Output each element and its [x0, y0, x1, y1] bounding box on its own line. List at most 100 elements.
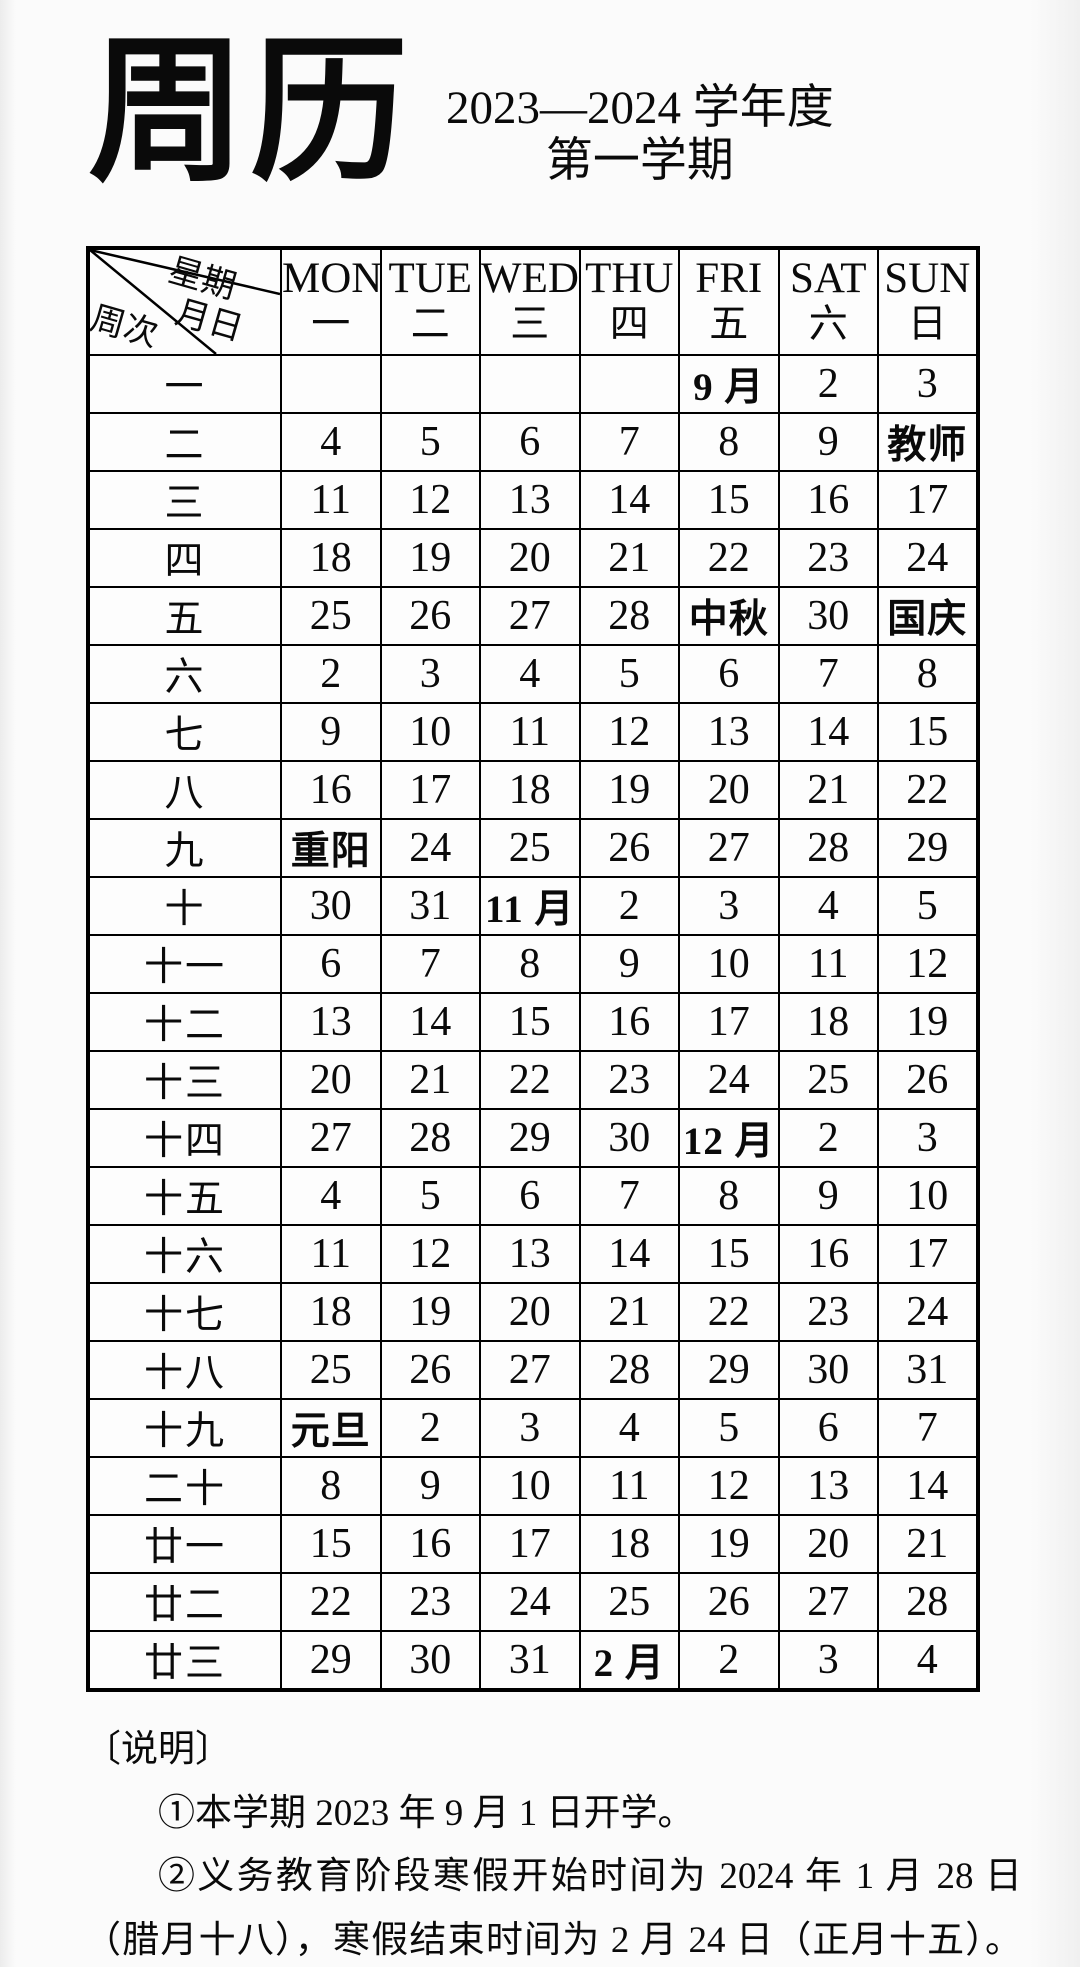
week-number-label: 六: [87, 644, 282, 704]
calendar-day-cell: [479, 354, 581, 414]
calendar-day-cell: 23: [777, 1282, 879, 1342]
calendar-day-cell: 5: [578, 644, 680, 704]
calendar-day-cell: 30: [280, 876, 382, 936]
calendar-week-row: 九重阳 24 25 26 27 28 29: [87, 818, 979, 878]
calendar-week-row: 十二 13 14 15 16 17 18 19: [87, 992, 979, 1052]
week-number-label: 十三: [87, 1050, 282, 1110]
semester-label: 第一学期: [545, 135, 734, 188]
subtitle-block: 2023—2024 学年度 第一学期: [446, 82, 834, 192]
calendar-day-cell: 17: [877, 470, 979, 530]
calendar-day-cell: 21: [777, 760, 879, 820]
week-number-label: 十二: [87, 992, 282, 1052]
calendar-day-cell: 6: [479, 412, 581, 472]
calendar-day-cell: 3: [877, 354, 979, 414]
week-number-label: 十一: [87, 934, 282, 994]
calendar-day-cell: 14: [578, 470, 680, 530]
calendar-day-cell: 4: [280, 412, 382, 472]
calendar-day-cell: 17: [678, 992, 780, 1052]
calendar-day-cell: 9: [379, 1456, 481, 1516]
calendar-day-cell: 8: [678, 1166, 780, 1226]
week-number-label: 十四: [87, 1108, 282, 1168]
day-header-en: WED: [481, 255, 579, 303]
calendar-day-cell: 21: [379, 1050, 481, 1110]
calendar-day-cell: 28: [777, 818, 879, 878]
calendar-day-cell: 12 月: [678, 1108, 780, 1168]
calendar-week-row: 十三 20 21 22 23 24 25 26: [87, 1050, 979, 1110]
calendar-day-cell: 14: [877, 1456, 979, 1516]
week-number-label: 五: [87, 586, 282, 646]
calendar-day-cell: 10: [479, 1456, 581, 1516]
calendar-day-cell: 12: [379, 1224, 481, 1284]
calendar-day-cell: 18: [280, 528, 382, 588]
calendar-day-cell: 2 月: [578, 1630, 680, 1691]
calendar-day-cell: 29: [678, 1340, 780, 1400]
day-header-zh: 三: [510, 302, 550, 346]
calendar-day-cell: 22: [678, 1282, 780, 1342]
calendar-day-cell: 27: [678, 818, 780, 878]
day-header-en: SAT: [790, 255, 867, 303]
calendar-day-cell: 20: [280, 1050, 382, 1110]
calendar-day-cell: 15: [280, 1514, 382, 1574]
calendar-day-cell: 18: [479, 760, 581, 820]
calendar-day-cell: 2: [678, 1630, 780, 1691]
calendar-day-cell: 24: [479, 1572, 581, 1632]
calendar-day-cell: 8: [678, 412, 780, 472]
calendar-day-cell: 22: [280, 1572, 382, 1632]
page-title: 周历: [88, 26, 412, 202]
calendar-day-cell: 11: [280, 1224, 382, 1284]
day-header-mon: MON 一: [280, 247, 382, 356]
calendar-day-cell: 26: [678, 1572, 780, 1632]
calendar-day-cell: 19: [678, 1514, 780, 1574]
calendar-day-cell: 9: [578, 934, 680, 994]
calendar-day-cell: 18: [578, 1514, 680, 1574]
week-number-label: 四: [87, 528, 282, 588]
calendar-day-cell: 16: [777, 470, 879, 530]
calendar-week-row: 十九 元旦 2 3 4 5 6 7: [87, 1398, 979, 1458]
calendar-day-cell: 10: [678, 934, 780, 994]
note-item-1: ①本学期 2023 年 9 月 1 日开学。: [158, 1792, 695, 1834]
calendar-day-cell: 2: [777, 1108, 879, 1168]
week-number-label: 三: [87, 470, 282, 530]
calendar-day-cell: 28: [578, 1340, 680, 1400]
calendar-day-cell: 7: [777, 644, 879, 704]
week-number-label: 八: [87, 760, 282, 820]
week-number-label: 廿二: [87, 1572, 282, 1632]
calendar-day-cell: 30: [777, 1340, 879, 1400]
calendar-day-cell: 24: [678, 1050, 780, 1110]
calendar-day-cell: 13: [479, 470, 581, 530]
calendar-day-cell: 7: [877, 1398, 979, 1458]
calendar-day-cell: 7: [578, 412, 680, 472]
calendar-day-cell: 4: [578, 1398, 680, 1458]
calendar-day-cell: 6: [777, 1398, 879, 1458]
calendar-day-cell: 13: [280, 992, 382, 1052]
calendar-day-cell: 4: [877, 1630, 979, 1691]
calendar-week-row: 十六 11 12 13 14 15 16 17: [87, 1224, 979, 1284]
weekly-calendar-table: 星期 月日 周次 MON 一 TUE 二 WED 三 THU: [86, 246, 980, 1692]
calendar-day-cell: 30: [578, 1108, 680, 1168]
calendar-day-cell: 3: [479, 1398, 581, 1458]
week-number-label: 十: [87, 876, 282, 936]
calendar-day-cell: 20: [479, 528, 581, 588]
calendar-day-cell: 中秋: [678, 586, 780, 646]
calendar-day-cell: 18: [280, 1282, 382, 1342]
calendar-day-cell: 重阳: [280, 818, 382, 878]
calendar-day-cell: 12: [678, 1456, 780, 1516]
week-number-label: 廿三: [87, 1630, 282, 1691]
week-number-label: 一: [87, 354, 282, 414]
day-header-tue: TUE 二: [379, 247, 481, 356]
calendar-week-row: 二十 8 9 10 11 12 13 14: [87, 1456, 979, 1516]
week-number-label: 十九: [87, 1398, 282, 1458]
day-header-en: SUN: [884, 255, 971, 303]
day-header-en: TUE: [388, 255, 473, 303]
calendar-day-cell: 5: [877, 876, 979, 936]
calendar-day-cell: 21: [578, 1282, 680, 1342]
calendar-day-cell: 6: [479, 1166, 581, 1226]
calendar-day-cell: 5: [379, 1166, 481, 1226]
calendar-week-row: 七 9 10 11 12 13 14 15: [87, 702, 979, 762]
calendar-day-cell: 30: [777, 586, 879, 646]
calendar-day-cell: 19: [578, 760, 680, 820]
